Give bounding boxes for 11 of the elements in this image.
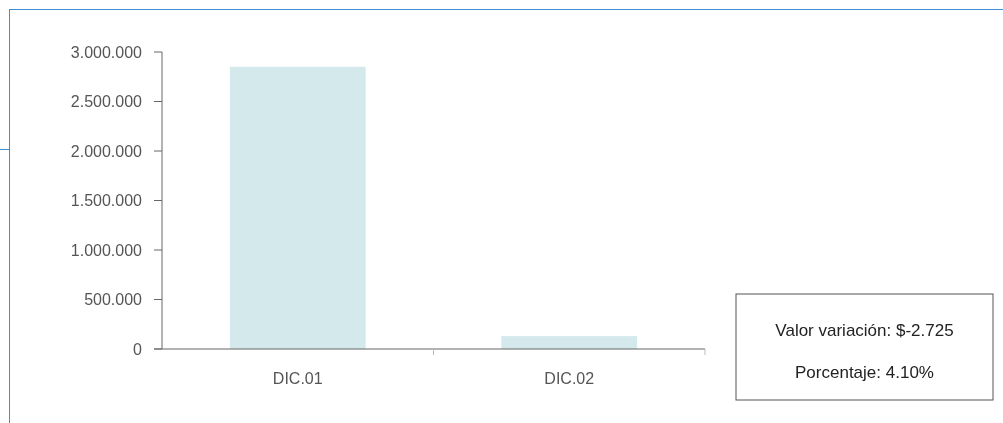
y-tick-label: 1.000.000 xyxy=(70,241,143,259)
y-tick-label: 3.000.000 xyxy=(70,43,143,61)
y-tick-label: 1.500.000 xyxy=(70,192,143,210)
y-tick-label: 0 xyxy=(133,340,143,358)
y-tick-label: 2.000.000 xyxy=(70,142,143,160)
text: Porcentaje: 4.10% xyxy=(795,362,934,382)
x-tick-label: DIC.01 xyxy=(272,370,323,387)
y-tick-label: 2.500.000 xyxy=(70,93,143,111)
text: Valor variación: $-2.725 xyxy=(775,320,954,340)
x-tick-label: DIC.02 xyxy=(544,370,595,387)
y-tick-label: 500.000 xyxy=(84,291,143,309)
